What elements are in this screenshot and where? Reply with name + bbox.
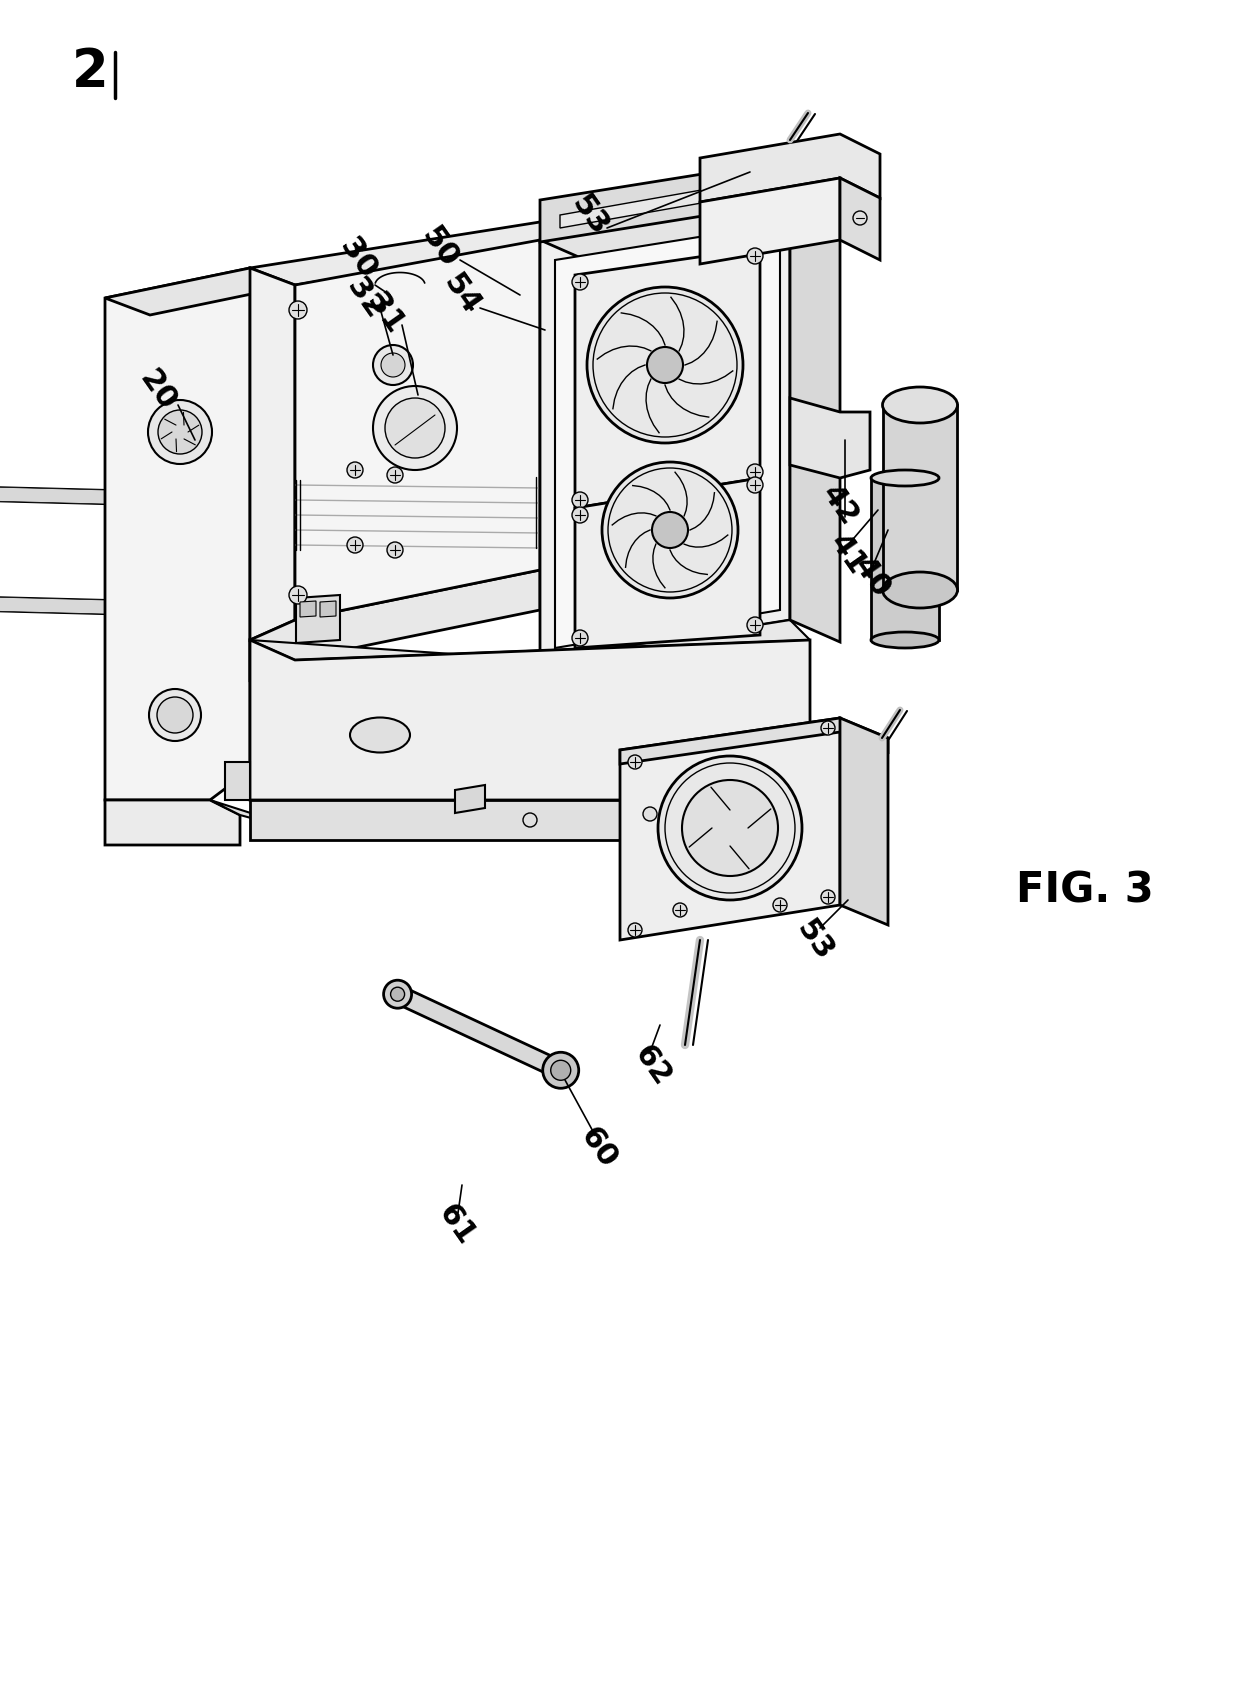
Circle shape bbox=[746, 617, 763, 634]
Polygon shape bbox=[556, 224, 780, 649]
Polygon shape bbox=[250, 800, 810, 841]
Polygon shape bbox=[539, 201, 790, 661]
Ellipse shape bbox=[350, 718, 410, 753]
Circle shape bbox=[551, 1060, 570, 1080]
Circle shape bbox=[627, 923, 642, 937]
Circle shape bbox=[148, 399, 212, 463]
Circle shape bbox=[773, 898, 787, 912]
Polygon shape bbox=[300, 602, 316, 617]
Polygon shape bbox=[539, 201, 839, 261]
Ellipse shape bbox=[870, 632, 939, 649]
Polygon shape bbox=[539, 160, 839, 243]
Circle shape bbox=[347, 538, 363, 553]
Circle shape bbox=[149, 689, 201, 741]
Polygon shape bbox=[620, 718, 888, 763]
Text: FIG. 3: FIG. 3 bbox=[1016, 869, 1154, 912]
Text: 54: 54 bbox=[438, 270, 486, 320]
Ellipse shape bbox=[870, 470, 939, 485]
Circle shape bbox=[627, 755, 642, 768]
Polygon shape bbox=[250, 268, 295, 640]
Text: 30: 30 bbox=[334, 233, 382, 283]
Polygon shape bbox=[320, 602, 336, 617]
Circle shape bbox=[647, 347, 683, 382]
Text: 41: 41 bbox=[823, 529, 872, 581]
Circle shape bbox=[157, 698, 193, 733]
Polygon shape bbox=[296, 595, 340, 644]
Polygon shape bbox=[250, 640, 810, 800]
Polygon shape bbox=[250, 570, 539, 681]
Polygon shape bbox=[250, 222, 580, 285]
Polygon shape bbox=[105, 268, 295, 315]
Text: 42: 42 bbox=[816, 479, 864, 531]
Text: 62: 62 bbox=[627, 1040, 676, 1090]
Circle shape bbox=[383, 981, 412, 1008]
Ellipse shape bbox=[883, 571, 957, 608]
Text: 32: 32 bbox=[341, 273, 389, 324]
Circle shape bbox=[373, 386, 458, 470]
Polygon shape bbox=[0, 485, 105, 504]
Circle shape bbox=[384, 398, 445, 458]
Circle shape bbox=[523, 812, 537, 827]
Polygon shape bbox=[790, 201, 839, 642]
Polygon shape bbox=[870, 479, 939, 640]
Circle shape bbox=[572, 630, 588, 645]
Text: 20: 20 bbox=[134, 364, 182, 416]
Text: 61: 61 bbox=[432, 1200, 480, 1250]
Ellipse shape bbox=[883, 388, 957, 423]
Circle shape bbox=[347, 462, 363, 479]
Circle shape bbox=[853, 211, 867, 226]
Circle shape bbox=[644, 807, 657, 821]
Polygon shape bbox=[575, 248, 760, 507]
Circle shape bbox=[746, 477, 763, 494]
Circle shape bbox=[373, 345, 413, 384]
Polygon shape bbox=[839, 179, 880, 259]
Circle shape bbox=[601, 462, 738, 598]
Polygon shape bbox=[210, 800, 295, 831]
Circle shape bbox=[157, 409, 202, 453]
Circle shape bbox=[391, 987, 404, 1001]
Circle shape bbox=[543, 1051, 579, 1089]
Polygon shape bbox=[839, 718, 888, 925]
Circle shape bbox=[387, 467, 403, 484]
Polygon shape bbox=[105, 800, 241, 844]
Circle shape bbox=[587, 286, 743, 443]
Polygon shape bbox=[394, 986, 564, 1078]
Circle shape bbox=[673, 903, 687, 917]
Circle shape bbox=[381, 352, 405, 377]
Circle shape bbox=[387, 543, 403, 558]
Circle shape bbox=[652, 512, 688, 548]
Circle shape bbox=[572, 507, 588, 522]
Polygon shape bbox=[0, 595, 105, 613]
Circle shape bbox=[572, 492, 588, 507]
Text: 31: 31 bbox=[361, 288, 409, 339]
Polygon shape bbox=[250, 620, 810, 661]
Circle shape bbox=[289, 586, 308, 603]
Circle shape bbox=[746, 248, 763, 265]
Text: 2: 2 bbox=[72, 45, 108, 98]
Polygon shape bbox=[575, 479, 760, 649]
Text: 40: 40 bbox=[848, 553, 897, 603]
Polygon shape bbox=[620, 718, 839, 940]
Circle shape bbox=[682, 780, 777, 876]
Polygon shape bbox=[790, 398, 870, 479]
Polygon shape bbox=[701, 135, 880, 202]
Circle shape bbox=[821, 721, 835, 735]
Polygon shape bbox=[455, 785, 485, 812]
Text: 60: 60 bbox=[574, 1122, 622, 1174]
Polygon shape bbox=[105, 268, 250, 800]
Circle shape bbox=[572, 275, 588, 290]
Polygon shape bbox=[560, 177, 820, 227]
Polygon shape bbox=[224, 762, 250, 800]
Polygon shape bbox=[295, 239, 539, 620]
Polygon shape bbox=[883, 404, 957, 590]
Polygon shape bbox=[701, 179, 839, 265]
Text: 53: 53 bbox=[791, 915, 839, 966]
Circle shape bbox=[746, 463, 763, 480]
Circle shape bbox=[289, 302, 308, 318]
Circle shape bbox=[658, 757, 802, 900]
Text: 53: 53 bbox=[565, 189, 614, 241]
Circle shape bbox=[821, 890, 835, 903]
Text: 50: 50 bbox=[415, 222, 464, 273]
